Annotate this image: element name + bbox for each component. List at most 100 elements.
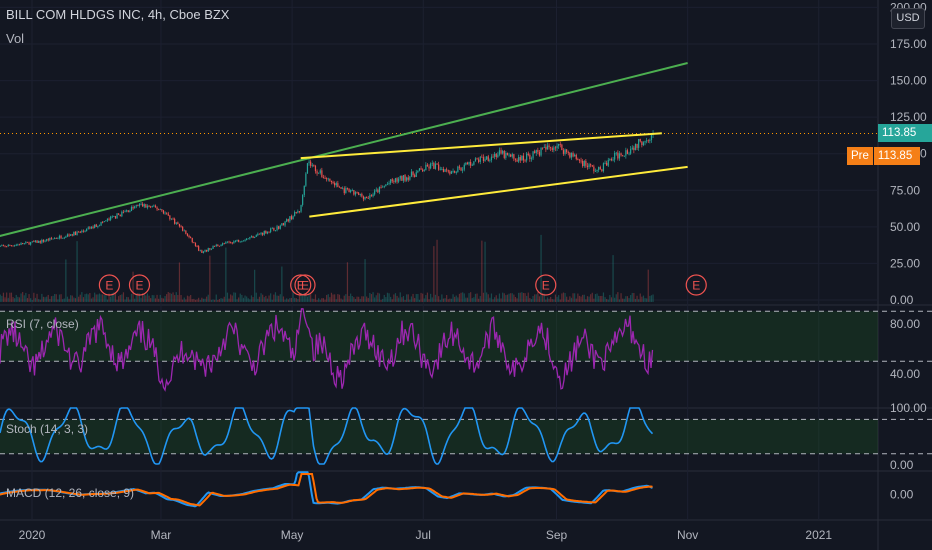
volume-bar (172, 292, 174, 302)
candle-body (596, 169, 598, 171)
candle-body (490, 156, 493, 161)
candle-body (86, 228, 88, 232)
candle-body (18, 244, 21, 246)
candle-body (38, 241, 40, 243)
candle-body (273, 227, 275, 231)
volume-bar (487, 294, 489, 302)
candle-body (554, 147, 557, 149)
candle-body (601, 169, 603, 172)
volume-bar (426, 292, 429, 302)
candle-body (305, 173, 307, 186)
volume-bar (505, 295, 507, 302)
candle-body (214, 245, 216, 247)
candle-body (252, 236, 254, 238)
volume-bar (594, 294, 597, 302)
volume-bar (638, 299, 640, 302)
earnings-markers[interactable]: E E EE E E (98, 274, 707, 296)
candle-body (351, 190, 353, 191)
volume-bar (342, 299, 344, 302)
candle-body (474, 158, 477, 162)
volume-bar (26, 298, 29, 302)
candle-body (217, 244, 219, 246)
candle-body (527, 153, 529, 155)
chart-title[interactable]: BILL COM HLDGS INC, 4h, Cboe BZX (6, 7, 230, 22)
volume-bar (249, 299, 251, 302)
volume-bar (135, 293, 137, 302)
candle-body (380, 186, 382, 188)
volume-bar (180, 295, 182, 302)
candle-body (63, 237, 65, 239)
volume-bar (542, 293, 544, 302)
volume-bar (633, 293, 635, 302)
candle-body (370, 195, 373, 197)
axis-labels: 200.00175.00150.00125.00100.0075.0050.00… (19, 0, 927, 542)
candle-body (9, 244, 11, 246)
candle-body (78, 231, 80, 233)
volume-bar (62, 299, 64, 302)
candle-body (114, 216, 117, 219)
candle-body (279, 225, 281, 229)
volume-bar (42, 296, 45, 302)
volume-bar (329, 297, 331, 302)
stoch-legend[interactable]: Stoch (14, 3, 3) (6, 422, 89, 436)
volume-bar (433, 246, 435, 302)
volume-legend[interactable]: Vol (6, 31, 25, 46)
candle-body (460, 167, 462, 171)
candle-body (330, 180, 333, 183)
volume-bar (60, 294, 62, 302)
candle-body (316, 171, 318, 174)
volume-bar (337, 294, 339, 302)
earnings-marker (294, 274, 316, 296)
candle-body (537, 150, 539, 152)
indicator-panes (0, 308, 932, 508)
candle-body (228, 241, 230, 243)
time-tick-label: May (281, 528, 304, 542)
volume-bar (294, 297, 296, 302)
currency-button[interactable]: USD (891, 8, 925, 29)
volume-bar (425, 295, 427, 302)
candle-body (294, 212, 296, 217)
candle-body (90, 226, 93, 229)
macd-legend[interactable]: MACD (12, 26, close, 9) (6, 486, 135, 500)
candle-body (145, 204, 147, 208)
candle-body (524, 160, 526, 162)
volume-bar (508, 293, 510, 302)
candle-body (103, 221, 105, 223)
candle-body (238, 239, 240, 242)
stoch-line (0, 407, 654, 465)
candle-body (342, 188, 344, 190)
volume-bar (199, 299, 201, 302)
candle-body (337, 183, 339, 187)
candle-body (98, 225, 101, 227)
volume-bar (289, 298, 291, 302)
candle-body (366, 196, 368, 199)
volume-bar (233, 292, 235, 302)
volume-bar (28, 294, 30, 302)
rsi-legend[interactable]: RSI (7, close) (6, 317, 79, 331)
volume-bar (644, 298, 646, 302)
volume-bar (250, 295, 253, 302)
candle-body (326, 178, 328, 180)
volume-bar (231, 295, 233, 302)
candle-body (529, 154, 531, 160)
candle-body (230, 242, 232, 244)
volume-bar (484, 241, 486, 302)
volume-bar (572, 293, 574, 302)
candle-body (383, 185, 385, 187)
volume-bar (412, 293, 414, 302)
volume-bar (17, 296, 19, 302)
volume-bar (262, 294, 264, 302)
volume-bar (130, 293, 133, 302)
volume-bar (97, 294, 99, 302)
candle-body (188, 235, 190, 238)
volume-bar (562, 292, 565, 302)
candle-body (263, 231, 265, 235)
candle-body (284, 221, 286, 226)
volume-bar (257, 298, 259, 302)
candle-body (358, 192, 360, 195)
candle-body (170, 218, 173, 220)
candle-body (505, 152, 507, 158)
candle-body (471, 164, 473, 166)
candle-body (418, 168, 421, 171)
